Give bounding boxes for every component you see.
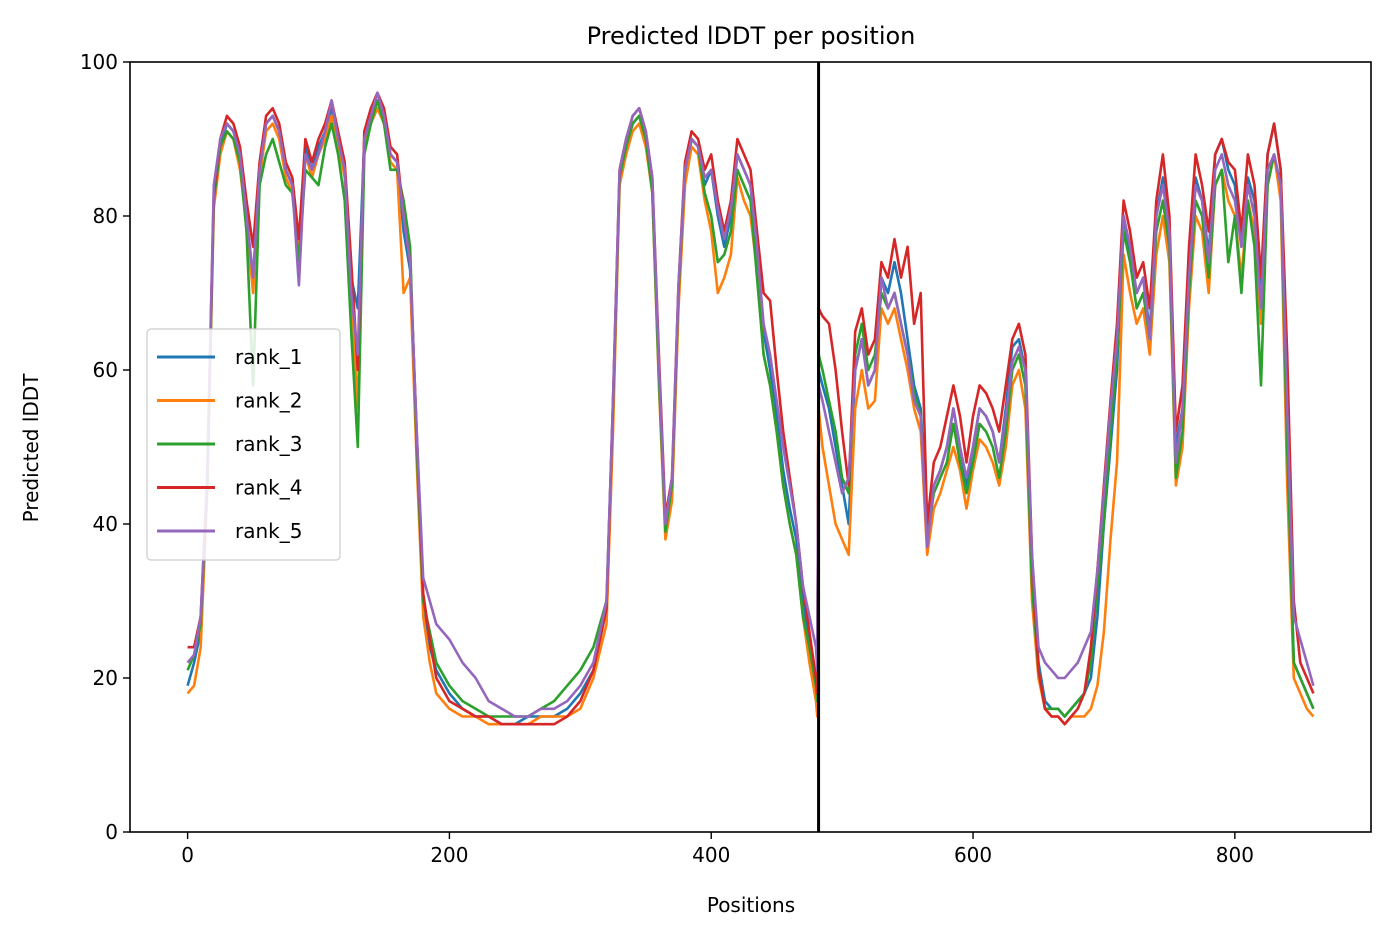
legend-label-rank_2: rank_2 (235, 389, 302, 413)
x-axis-label: Positions (707, 893, 795, 917)
y-axis-label: Predicted lDDT (19, 373, 43, 523)
x-tick-label: 0 (181, 843, 194, 867)
y-tick-label: 60 (93, 358, 118, 382)
series-line-rank_5 (186, 91, 1315, 718)
legend-label-rank_1: rank_1 (235, 345, 302, 369)
y-tick-label: 20 (93, 666, 118, 690)
plot-area: 0 200 400 600 800 0 20 40 60 80 100 (80, 50, 1315, 867)
y-tick-label: 0 (105, 820, 118, 844)
plot-frame (129, 61, 1372, 833)
legend-box (146, 328, 341, 561)
y-tick-label: 100 (80, 50, 118, 74)
legend-label-rank_4: rank_4 (235, 476, 302, 500)
x-tick-label: 600 (954, 843, 992, 867)
x-tick-label: 800 (1216, 843, 1254, 867)
x-tick-label: 200 (430, 843, 468, 867)
y-tick-label: 40 (93, 512, 118, 536)
x-tick-label: 400 (692, 843, 730, 867)
legend: rank_1 rank_2 rank_3 rank_4 rank_5 (146, 328, 341, 561)
y-tick-label: 80 (93, 204, 118, 228)
legend-label-rank_3: rank_3 (235, 432, 302, 456)
legend-label-rank_5: rank_5 (235, 519, 302, 543)
chart-title: Predicted lDDT per position (587, 22, 916, 50)
